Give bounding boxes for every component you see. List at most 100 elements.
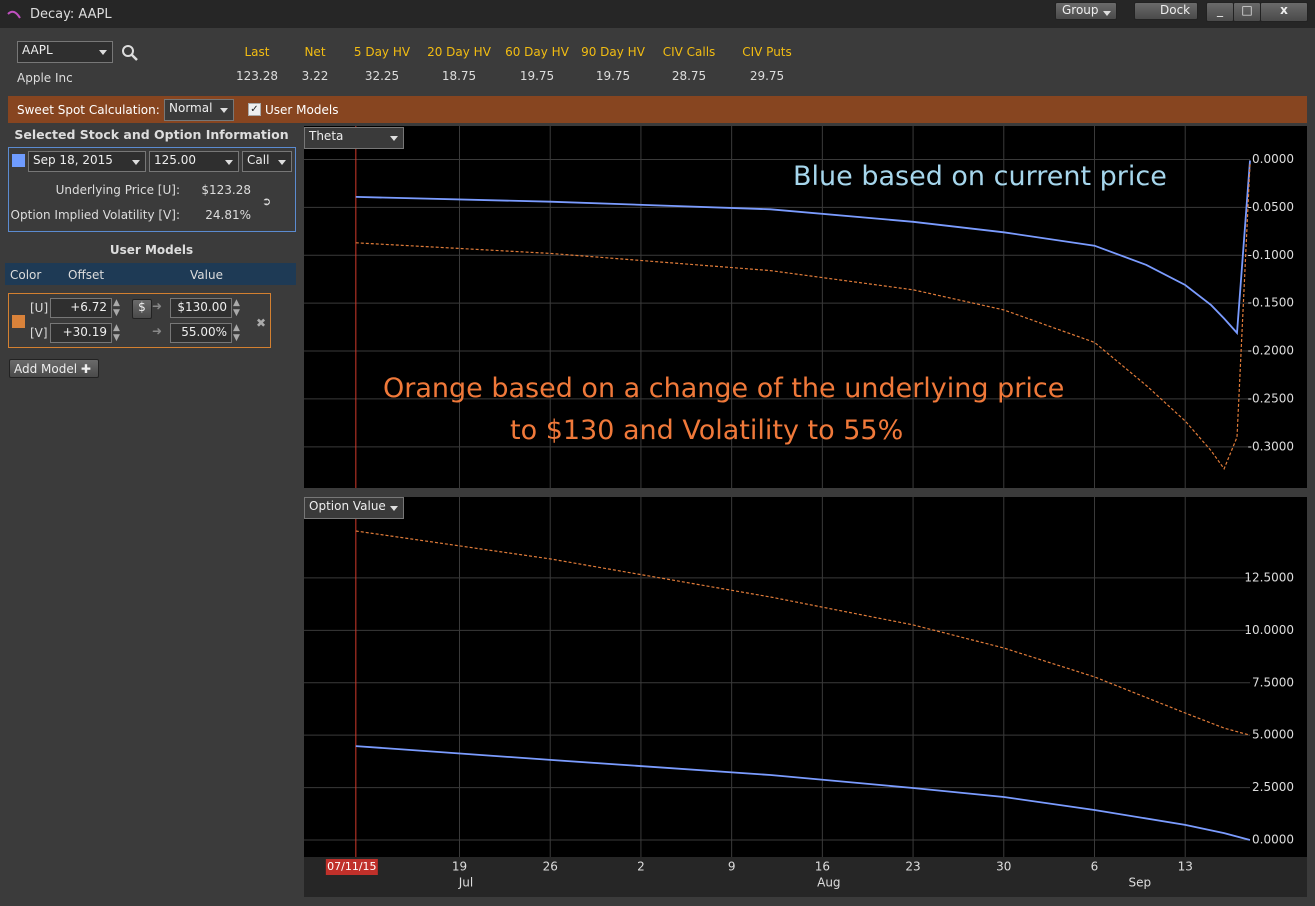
minimize-button[interactable]: _	[1206, 2, 1234, 22]
window-title: Decay: AAPL	[30, 7, 112, 22]
y-tick-label: 10.0000	[1244, 623, 1294, 637]
spinner[interactable]: ▲ ▼	[113, 298, 120, 318]
add-model-button[interactable]: Add Model ✚	[9, 359, 99, 378]
user-models-title: User Models	[109, 243, 194, 257]
arrow: ➜	[152, 299, 163, 313]
model-label: [V]	[30, 326, 48, 340]
quote-header: Net	[304, 45, 326, 59]
x-tick-label: 13	[1178, 860, 1193, 874]
theta-chart: 0.0000 -0.0500 -0.1000 -0.1500 -0.2000 -0.250…	[304, 126, 1307, 488]
blue-swatch	[12, 154, 25, 167]
offset-input[interactable]: +6.72	[50, 298, 112, 318]
title-bar	[0, 0, 1315, 28]
y-tick-label: -0.1000	[1248, 248, 1294, 262]
models-header	[5, 263, 296, 285]
y-tick-label: 7.5000	[1252, 675, 1294, 689]
quote-value: 19.75	[519, 69, 555, 83]
series-line	[355, 160, 1251, 336]
y-tick-label: -0.0500	[1248, 200, 1294, 214]
y-tick-label: 0.0000	[1252, 152, 1294, 166]
y-tick-label: -0.2500	[1248, 391, 1294, 405]
spinner[interactable]: ▲ ▼	[233, 298, 240, 318]
annotation: Blue based on current price	[793, 161, 1167, 192]
value-input[interactable]: $130.00	[170, 298, 232, 318]
user-models-checkbox[interactable]: ✓	[248, 103, 261, 116]
x-axis-band	[304, 857, 1307, 897]
refresh-icon[interactable]: ➲	[262, 195, 272, 208]
quote-value: 18.75	[441, 69, 477, 83]
y-tick-label: -0.3000	[1248, 439, 1294, 453]
annotation: Orange based on a change of the underlyi…	[383, 373, 1065, 404]
row-label: Option Implied Volatility [V]:	[10, 208, 180, 222]
model-box	[8, 293, 271, 348]
quote-value: 29.75	[749, 69, 785, 83]
arrow: ➜	[152, 324, 163, 338]
x-tick-label: 23	[905, 860, 920, 874]
chart-selector[interactable]: Theta	[304, 127, 404, 149]
x-tick-label: 16	[815, 860, 830, 874]
orange-swatch	[12, 315, 25, 328]
quote-header: CIV Calls	[662, 45, 716, 59]
row-value: $123.28	[201, 183, 251, 197]
app-icon	[7, 10, 21, 19]
month-label: Sep	[1129, 876, 1152, 890]
column-header: Offset	[68, 268, 105, 282]
series-line	[355, 745, 1251, 841]
quote-value: 32.25	[364, 69, 400, 83]
add-model-text: Add Model	[14, 362, 78, 376]
option-value-chart: 19 26 2 9 16 23 30 6 13 0.0000 2.5000 5.0000 7.5000 1…	[304, 497, 1307, 897]
quote-header: 60 Day HV	[505, 45, 569, 59]
unit-toggle[interactable]: $	[132, 299, 152, 319]
mode-select[interactable]: Normal	[164, 99, 234, 121]
row-label: Underlying Price [U]:	[55, 183, 180, 197]
expiry-select[interactable]: Sep 18, 2015	[28, 151, 146, 172]
section-title: Selected Stock and Option Information	[14, 127, 289, 142]
quote-header: 20 Day HV	[427, 45, 491, 59]
close-button[interactable]: x	[1260, 2, 1308, 22]
symbol-input[interactable]: AAPL	[17, 41, 113, 63]
value-input[interactable]: 55.00%	[170, 323, 232, 343]
y-tick-label: -0.2000	[1248, 344, 1294, 358]
row-value: 24.81%	[205, 208, 251, 222]
y-tick-label: 5.0000	[1252, 728, 1294, 742]
group-button[interactable]: Group	[1055, 2, 1117, 20]
x-tick-label: 30	[996, 860, 1011, 874]
spinner[interactable]: ▲ ▼	[113, 323, 120, 343]
spinner[interactable]: ▲ ▼	[233, 323, 240, 343]
quote-value: 3.22	[301, 69, 329, 83]
annotation: to $130 and Volatility to 55%	[510, 415, 904, 446]
offset-input[interactable]: +30.19	[50, 323, 112, 343]
delete-model[interactable]: ✖	[256, 316, 267, 330]
month-label: Aug	[817, 876, 840, 890]
maximize-button[interactable]: □	[1233, 2, 1261, 22]
quote-value: 28.75	[671, 69, 707, 83]
type-select[interactable]: Call	[242, 151, 292, 172]
y-tick-label: 2.5000	[1252, 780, 1294, 794]
x-tick-label: 19	[452, 860, 467, 874]
search-icon[interactable]	[121, 44, 139, 62]
current-date-label: 07/11/15	[327, 860, 376, 873]
quote-value: 19.75	[595, 69, 631, 83]
sweet-spot-label: Sweet Spot Calculation:	[17, 103, 160, 117]
option-box	[8, 147, 296, 232]
quote-header: Last	[244, 45, 270, 59]
series-line	[355, 164, 1251, 471]
month-label: Jul	[458, 876, 473, 890]
user-models-label: User Models	[265, 103, 339, 117]
quote-header: 5 Day HV	[353, 45, 411, 59]
y-tick-label: 12.5000	[1244, 570, 1294, 584]
current-date-box	[325, 859, 378, 875]
x-tick-label: 26	[543, 860, 558, 874]
dock-button[interactable]: Dock	[1134, 2, 1198, 20]
quote-header: CIV Puts	[742, 45, 792, 59]
company-name: Apple Inc	[17, 71, 73, 85]
y-tick-label: 0.0000	[1252, 833, 1294, 847]
y-tick-label: -0.1500	[1248, 296, 1294, 310]
quote-header: 90 Day HV	[581, 45, 645, 59]
model-label: [U]	[30, 301, 49, 315]
chart-selector[interactable]: Option Value	[304, 497, 404, 519]
quote-value: 123.28	[236, 69, 278, 83]
strike-select[interactable]: 125.00	[149, 151, 239, 172]
x-tick-label: 2	[637, 860, 645, 874]
x-tick-label: 6	[1091, 860, 1099, 874]
